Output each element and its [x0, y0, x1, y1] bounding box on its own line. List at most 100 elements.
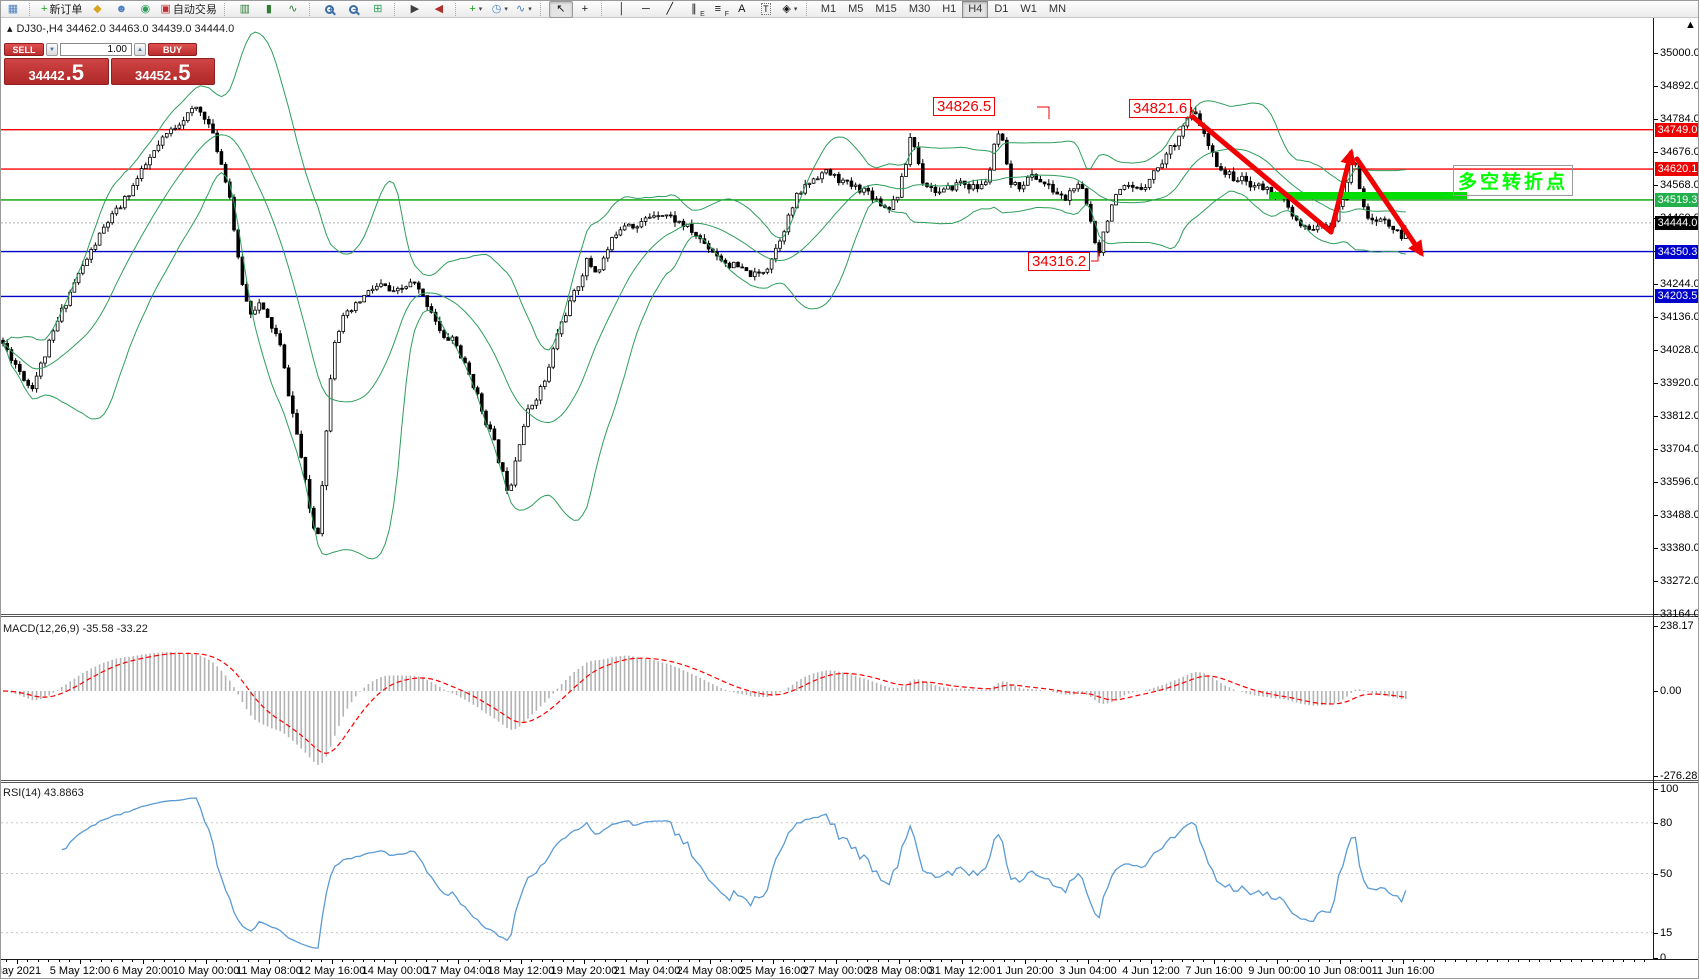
low-callout[interactable]: 34316.2 [1028, 252, 1091, 271]
auto-scroll-icon[interactable]: ▶ [410, 2, 420, 15]
pane-divider[interactable] [1, 614, 1698, 615]
tile-windows-icon[interactable]: ⊞ [373, 2, 383, 15]
trendline-tool[interactable]: ╱ [666, 2, 674, 15]
trend-arrow[interactable] [1190, 114, 1334, 235]
tf-h4[interactable]: H4 [962, 1, 989, 18]
turn-point-label[interactable]: 多空转折点 [1453, 165, 1574, 196]
axis-scroll-icon[interactable]: ▲ [1685, 19, 1696, 31]
bollinger-lower[interactable] [2, 172, 1406, 560]
time-label: 11 Jun 16:00 [1371, 965, 1435, 977]
styles-icon[interactable]: ◆ [93, 2, 102, 15]
crosshair-tool[interactable]: + [581, 2, 589, 15]
candle-body [458, 345, 463, 359]
candle-body [593, 266, 597, 273]
signals-icon[interactable]: ◉ [140, 2, 151, 15]
callout-leader-line[interactable] [1091, 251, 1099, 262]
volume-increase-button[interactable]: ▲ [134, 43, 146, 56]
tf-w1[interactable]: W1 [1020, 3, 1037, 15]
chart-shift-icon[interactable]: ◀ [434, 2, 444, 15]
candle-body [652, 215, 656, 218]
bollinger-middle[interactable] [2, 134, 1406, 424]
volume-input[interactable] [60, 43, 132, 56]
candle-body [732, 261, 736, 269]
main-chart-pane[interactable] [1, 18, 1653, 614]
buy-price: 34452 [134, 68, 172, 83]
time-minor-tick [688, 960, 690, 962]
line-chart-icon[interactable]: ∿ [288, 2, 298, 15]
high-callout-2[interactable]: 34821.6 [1129, 99, 1192, 118]
window-icon[interactable]: ▦ [7, 2, 19, 15]
candle-body [845, 179, 849, 182]
fibonacci-tool[interactable]: ≡ F [714, 2, 729, 18]
pane-divider[interactable] [1, 780, 1698, 781]
volume-decrease-button[interactable]: ▼ [46, 43, 58, 56]
zoom-in-icon[interactable]: + [318, 1, 342, 18]
candle-body [97, 232, 102, 246]
candlestick-chart-icon[interactable]: ▮ [265, 2, 272, 15]
toolbar-separator [539, 2, 546, 16]
tf-mn[interactable]: MN [1048, 3, 1067, 15]
high-callout-1[interactable]: 34826.5 [933, 97, 996, 116]
rsi-pane[interactable] [1, 784, 1653, 959]
bar-chart-icon[interactable]: ▥ [239, 2, 251, 15]
candle-body [526, 408, 530, 427]
price-level-badge: 34203.5 [1655, 289, 1698, 304]
time-label: 19 May 20:00 [550, 965, 618, 977]
tf-d1[interactable]: D1 [994, 3, 1009, 15]
candle-body [551, 348, 555, 368]
candle-body [55, 320, 60, 332]
templates-button[interactable]: ∿ ▾ [515, 2, 532, 15]
indicators-button[interactable]: + ▾ [469, 2, 483, 15]
auto-trading-button[interactable]: ▣ 自动交易 [160, 2, 217, 16]
tf-h1[interactable]: H1 [942, 3, 957, 15]
candle-body [1261, 183, 1265, 191]
candle-body [870, 190, 875, 200]
tf-m1[interactable]: M1 [820, 3, 837, 15]
tf-m30[interactable]: M30 [908, 3, 931, 15]
channel-tool[interactable]: ∥ E [691, 2, 705, 18]
rsi-line[interactable] [61, 797, 1407, 949]
text-tool[interactable]: A [738, 2, 746, 15]
macd-signal-line[interactable] [2, 652, 1406, 755]
candle-body [110, 213, 115, 224]
new-order-button[interactable]: + 新订单 [41, 2, 83, 16]
candle-body [143, 164, 148, 169]
candle-body [488, 424, 492, 430]
zoom-out-icon[interactable]: − [342, 1, 366, 18]
highlight-band[interactable] [1269, 192, 1467, 199]
macd-pane[interactable] [1, 618, 1653, 779]
time-minor-tick [1413, 960, 1414, 962]
trend-arrow[interactable] [1328, 148, 1357, 235]
tf-m5[interactable]: M5 [848, 3, 864, 15]
candle-body [22, 371, 26, 381]
cursor-tool[interactable]: ↖ [548, 1, 573, 18]
time-minor-tick [1287, 960, 1288, 962]
candle-body [664, 214, 669, 217]
shapes-tool[interactable]: ◈ ▾ [782, 2, 798, 15]
candle-body [463, 357, 467, 364]
time-minor-tick [1360, 960, 1362, 962]
bollinger-upper[interactable] [2, 31, 1406, 351]
hline-tool[interactable]: ─ [641, 2, 650, 15]
tf-m15[interactable]: M15 [875, 3, 897, 15]
candle-body [282, 344, 287, 369]
callout-leader-line[interactable] [1037, 106, 1050, 119]
price-tick [1654, 152, 1658, 153]
symbol-marker-icon: ▴ [7, 23, 13, 35]
sell-price-box[interactable]: 34442 .5 [4, 58, 109, 85]
candle-body [123, 196, 127, 209]
buy-button[interactable]: BUY [148, 43, 197, 56]
time-minor-tick [373, 960, 375, 962]
profiles-icon[interactable]: ☻ [115, 2, 128, 15]
trend-arrow[interactable] [1354, 156, 1424, 257]
buy-price-box[interactable]: 34452 .5 [110, 58, 215, 85]
vline-tool[interactable]: │ [618, 2, 626, 15]
sell-button[interactable]: SELL [4, 43, 44, 56]
time-tick [332, 960, 333, 964]
price-axis[interactable]: 35000.034892.034784.034676.034568.034460… [1653, 18, 1698, 964]
price-tick [1654, 614, 1658, 616]
periods-button[interactable]: ◷ ▾ [491, 2, 508, 15]
label-tool[interactable]: T [761, 3, 771, 15]
callout-leader-line[interactable] [1190, 108, 1197, 114]
